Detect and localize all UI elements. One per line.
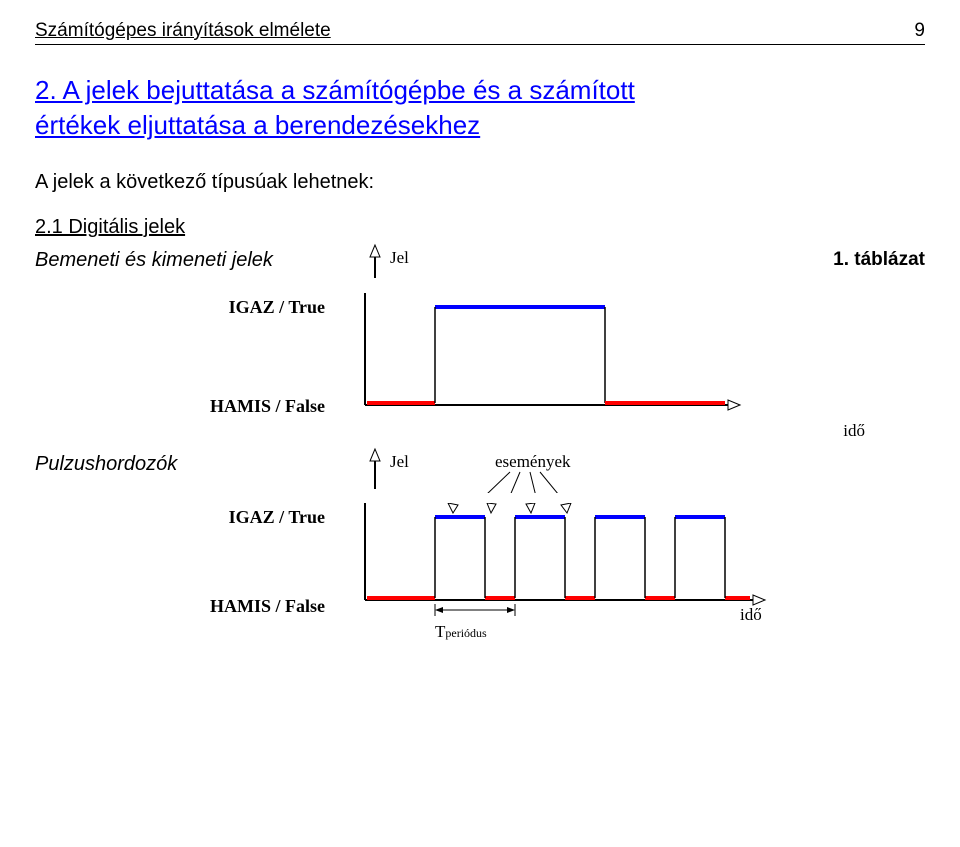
- page-header: Számítógépes irányítások elmélete 9: [35, 20, 925, 45]
- true-label: IGAZ / True: [35, 507, 335, 528]
- section-heading: 2. A jelek bejuttatása a számítógépbe és…: [35, 73, 925, 143]
- ido-label-1: idő: [35, 421, 925, 441]
- events-label: események: [495, 452, 571, 471]
- heading-line-1: 2. A jelek bejuttatása a számítógépbe és…: [35, 75, 635, 105]
- table-row: Bemeneti és kimeneti jelek Jel 1. tábláz…: [35, 243, 925, 283]
- diagram-pulse-mid: [335, 531, 925, 586]
- false-label: HAMIS / False: [35, 596, 335, 617]
- row-label-pulse: Pulzushordozók: [35, 447, 345, 476]
- diagram-pulse-low: HAMIS / False idő: [35, 586, 925, 626]
- diagram-io-high: IGAZ / True: [35, 293, 925, 321]
- subsection-heading: 2.1 Digitális jelek: [35, 216, 925, 239]
- diagram-pulse-top: Jel események: [345, 447, 765, 493]
- table-number-label: 1. táblázat: [785, 243, 925, 271]
- true-label: IGAZ / True: [35, 297, 335, 318]
- diagram-pulse-high: IGAZ / True: [35, 503, 925, 531]
- diagram-io-low: HAMIS / False: [35, 391, 925, 421]
- ido-label-2: idő: [740, 605, 762, 624]
- heading-line-2: értékek eljuttatása a berendezésekhez: [35, 110, 480, 140]
- periodus-label: periódus: [445, 626, 486, 641]
- t-label: T: [435, 622, 445, 642]
- false-label: HAMIS / False: [35, 396, 335, 417]
- header-title: Számítógépes irányítások elmélete: [35, 20, 331, 42]
- diagram-io-mid: [335, 321, 925, 391]
- header-page-number: 9: [914, 20, 925, 42]
- jel-label: Jel: [390, 452, 409, 471]
- table-row: Pulzushordozók Jel események: [35, 447, 925, 493]
- diagram-io-top: Jel: [345, 243, 765, 283]
- intro-text: A jelek a következő típusúak lehetnek:: [35, 171, 925, 194]
- jel-label: Jel: [390, 248, 409, 267]
- row-label-io: Bemeneti és kimeneti jelek: [35, 243, 345, 272]
